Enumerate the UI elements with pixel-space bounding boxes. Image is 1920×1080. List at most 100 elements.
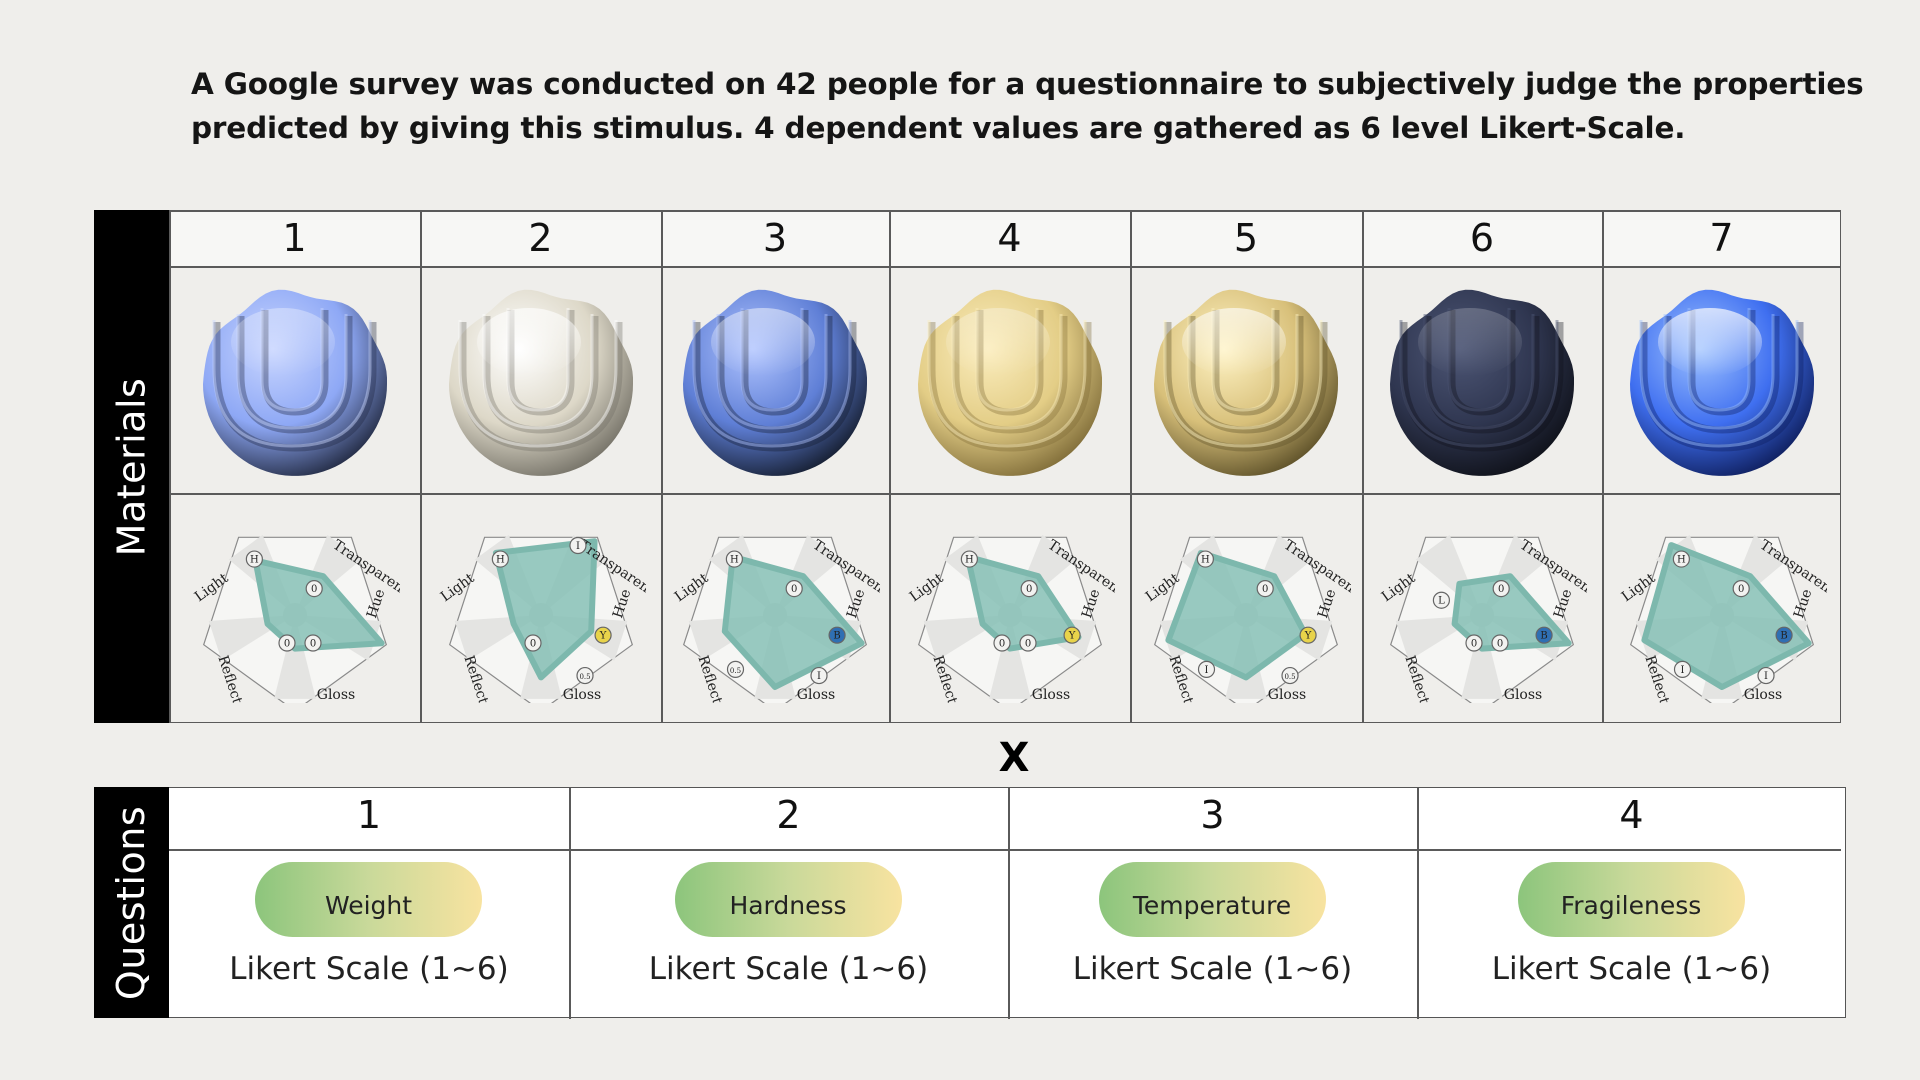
radar-spoke — [1461, 615, 1503, 699]
question-tag-label: Temperature — [1132, 891, 1292, 920]
grid-row-line — [169, 210, 1841, 212]
radar-value-badge: B — [828, 626, 846, 644]
grid-col-line — [1602, 210, 1604, 723]
radar-value-badge: 0 — [1732, 579, 1750, 598]
page-heading: A Google survey was conducted on 42 peop… — [191, 62, 1864, 150]
question-tag-label: Fragileness — [1560, 891, 1702, 920]
material-column-number: 3 — [762, 216, 788, 260]
heading-line-1: A Google survey was conducted on 42 peop… — [191, 67, 1864, 101]
material-sphere-image — [202, 289, 387, 476]
svg-text:0: 0 — [791, 584, 797, 595]
radar-value-badge: H — [1196, 550, 1214, 568]
material-column-number: 6 — [1469, 216, 1495, 260]
svg-text:B: B — [833, 631, 840, 642]
grid-col-line — [169, 210, 171, 723]
radar-axis-label: Gloss — [1743, 687, 1781, 703]
svg-text:I: I — [1680, 665, 1684, 676]
question-number: 2 — [776, 793, 801, 837]
svg-text:Y: Y — [1304, 631, 1312, 642]
radar-data-shape — [492, 538, 598, 681]
times-symbol: X — [998, 735, 1030, 781]
radar-value-badge: 0.5 — [575, 666, 594, 685]
radar-axis-label: Gloss — [797, 687, 835, 703]
radar-value-badge: Y — [593, 626, 612, 644]
radar-value-badge: 0 — [1491, 634, 1509, 652]
radar-value-badge: I — [1756, 666, 1775, 685]
radar-value-badge: 0 — [305, 579, 323, 598]
svg-text:H: H — [250, 555, 259, 566]
grid-col-line — [889, 210, 891, 723]
grid-col-line — [661, 210, 663, 723]
svg-text:0: 0 — [309, 639, 315, 650]
question-tag-label: Weight — [324, 891, 413, 920]
materials-label: Materials — [109, 377, 154, 556]
radar-spoke — [988, 615, 1031, 699]
question-number: 3 — [1200, 793, 1225, 837]
svg-text:H: H — [496, 555, 505, 566]
radar-value-badge: H — [725, 550, 743, 568]
svg-text:0.5: 0.5 — [579, 673, 590, 681]
radar-value-badge: I — [1197, 660, 1216, 678]
grid-col-line — [1130, 210, 1132, 723]
question-number: 1 — [356, 793, 382, 837]
svg-text:0: 0 — [310, 584, 316, 595]
svg-text:H: H — [730, 555, 739, 566]
question-tag-pill: Weight — [255, 862, 482, 937]
material-column-number: 5 — [1233, 216, 1259, 260]
heading-line-2: predicted by giving this stimulus. 4 dep… — [191, 111, 1686, 145]
material-sphere-image — [1390, 289, 1574, 476]
radar-value-badge: 0 — [785, 579, 803, 598]
radar-value-badge: 0 — [303, 634, 322, 652]
radar-value-badge: H — [245, 550, 263, 568]
question-tag-pill: Fragileness — [1517, 862, 1745, 937]
likert-scale-label: Likert Scale (1~6) — [1072, 951, 1353, 987]
radar-value-badge: L — [1432, 591, 1451, 609]
svg-text:B: B — [1780, 631, 1787, 642]
grid-row-line — [169, 493, 1841, 495]
likert-scale-label: Likert Scale (1~6) — [1491, 951, 1772, 987]
svg-text:0: 0 — [283, 639, 289, 650]
question-number: 4 — [1619, 793, 1644, 837]
svg-text:I: I — [575, 541, 579, 552]
radar-axis-label: Gloss — [1504, 687, 1542, 703]
q-grid-row-line — [169, 849, 1841, 851]
svg-text:Y: Y — [1067, 631, 1075, 642]
questions-grid: 1 Weight Likert Scale (1~6) 2 Hardness Likert… — [169, 787, 1846, 1019]
svg-text:0: 0 — [529, 639, 535, 650]
material-column-number: 4 — [997, 216, 1022, 260]
svg-text:0: 0 — [1471, 639, 1477, 650]
radar-value-badge: 0 — [1018, 634, 1037, 652]
header-row-bg — [169, 210, 1841, 266]
materials-sidebar: Materials — [94, 210, 169, 723]
svg-text:0: 0 — [1497, 639, 1503, 650]
grid-row-line — [169, 721, 1841, 723]
radar-axis-label: Gloss — [316, 687, 354, 703]
materials-grid: 1 Transparency Hue Gloss Reflect Light H 0 0 0 2 Tr… — [169, 210, 1841, 723]
svg-text:B: B — [1540, 631, 1547, 642]
material-sphere-image — [448, 289, 633, 476]
radar-value-badge: I — [568, 536, 587, 555]
svg-text:H: H — [1201, 555, 1210, 566]
radar-value-badge: Y — [1062, 626, 1081, 644]
svg-text:Y: Y — [598, 631, 606, 642]
radar-value-badge: Y — [1299, 626, 1317, 644]
svg-text:I: I — [1205, 665, 1209, 676]
material-column-number: 2 — [528, 216, 553, 260]
question-tag-pill: Hardness — [674, 862, 902, 937]
svg-text:0: 0 — [1498, 584, 1504, 595]
radar-value-badge: H — [1672, 550, 1690, 568]
svg-text:0: 0 — [1737, 584, 1743, 595]
question-tag-pill: Temperature — [1098, 862, 1326, 937]
radar-value-badge: 0.5 — [726, 660, 745, 678]
radar-value-badge: 0 — [523, 634, 542, 652]
material-sphere-image — [917, 289, 1102, 476]
questions-label: Questions — [109, 805, 154, 1000]
q-grid-col-line — [1417, 788, 1419, 1019]
radar-value-badge: I — [810, 666, 828, 685]
